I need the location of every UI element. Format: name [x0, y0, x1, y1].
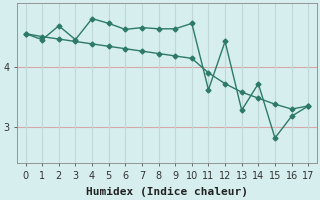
- X-axis label: Humidex (Indice chaleur): Humidex (Indice chaleur): [86, 186, 248, 197]
